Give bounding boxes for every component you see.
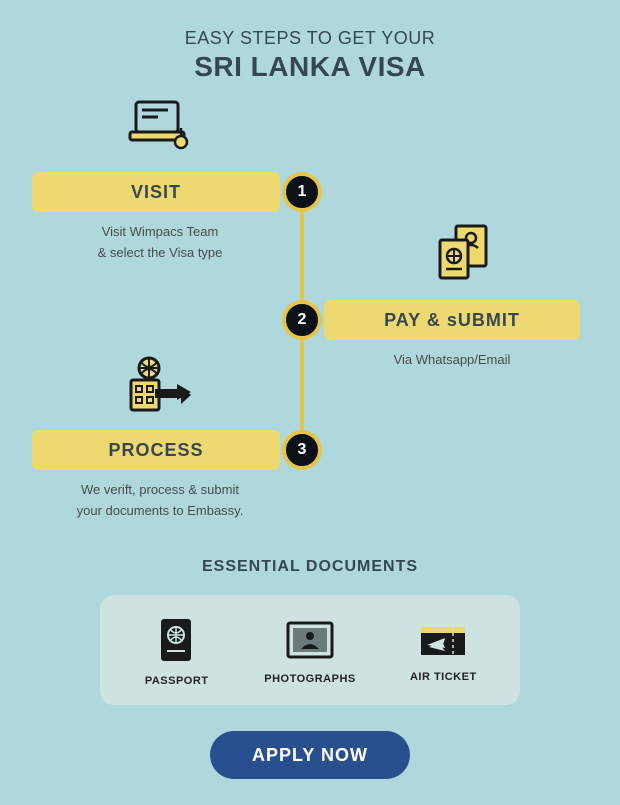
passport-icon [110, 617, 243, 665]
step-number: 2 [298, 311, 307, 329]
process-icon [125, 356, 195, 414]
step-number: 1 [298, 183, 307, 201]
doc-item-passport: PASSPORT [110, 617, 243, 687]
step-node-2: 2 [282, 300, 322, 340]
doc-label: PHOTOGRAPHS [243, 673, 376, 685]
doc-item-airticket: AIR TICKET [377, 621, 510, 683]
desc-line: Via Whatsapp/Email [332, 350, 572, 371]
apply-label: APPLY NOW [252, 745, 368, 765]
step-bar-visit: VISIT [32, 172, 280, 212]
step-node-3: 3 [282, 430, 322, 470]
doc-label: PASSPORT [110, 675, 243, 687]
step-label: VISIT [131, 182, 181, 203]
page-header: EASY STEPS TO GET YOUR SRI LANKA VISA [0, 0, 620, 83]
photo-icon [243, 619, 376, 663]
header-title: SRI LANKA VISA [0, 51, 620, 83]
step-label: PROCESS [108, 440, 203, 461]
step-node-1: 1 [282, 172, 322, 212]
desc-line: We verift, process & submit [40, 480, 280, 501]
desc-line: Visit Wimpacs Team [40, 222, 280, 243]
apply-now-button[interactable]: APPLY NOW [210, 731, 410, 779]
documents-panel: PASSPORT PHOTOGRAPHS AIR TICKET [100, 595, 520, 705]
step-bar-process: PROCESS [32, 430, 280, 470]
step-number: 3 [298, 441, 307, 459]
essentials-title: ESSENTIAL DOCUMENTS [0, 558, 620, 576]
ticket-icon [377, 621, 510, 661]
step-bar-pay: PAY & sUBMIT [324, 300, 580, 340]
doc-item-photographs: PHOTOGRAPHS [243, 619, 376, 685]
desc-line: your documents to Embassy. [40, 501, 280, 522]
header-topline: EASY STEPS TO GET YOUR [0, 28, 620, 49]
desc-line: & select the Visa type [40, 243, 280, 264]
step-desc-1: Visit Wimpacs Team & select the Visa typ… [40, 222, 280, 264]
laptop-icon [128, 98, 192, 150]
step-desc-2: Via Whatsapp/Email [332, 350, 572, 371]
step-desc-3: We verift, process & submit your documen… [40, 480, 280, 522]
passport-docs-icon [434, 224, 498, 282]
doc-label: AIR TICKET [377, 671, 510, 683]
step-label: PAY & sUBMIT [384, 310, 520, 331]
